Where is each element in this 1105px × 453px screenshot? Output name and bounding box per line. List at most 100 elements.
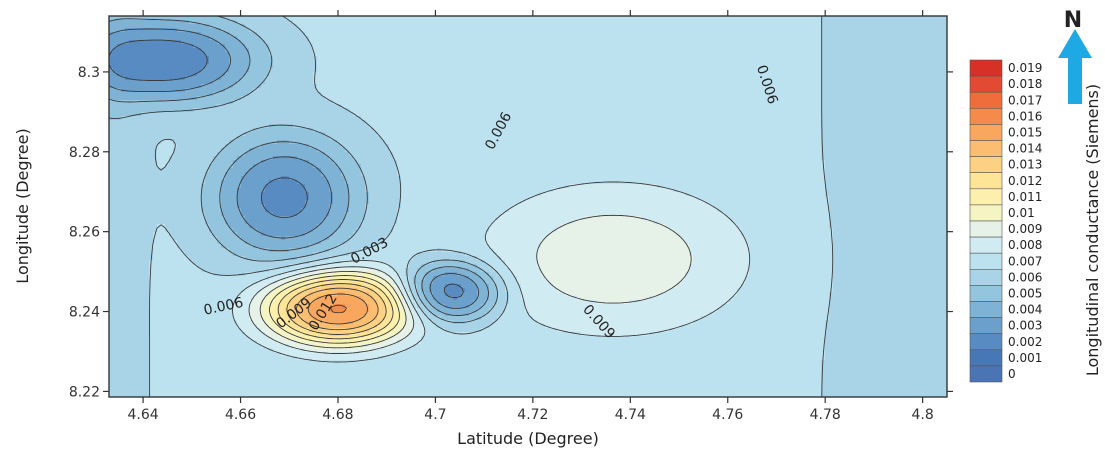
contour-cell: [501, 60, 506, 65]
contour-cell: [401, 20, 406, 25]
contour-cell: [673, 108, 678, 113]
contour-cell: [569, 96, 574, 101]
contour-cell: [329, 32, 334, 37]
contour-cell: [485, 100, 490, 105]
contour-cell: [189, 24, 194, 29]
contour-cell: [133, 28, 138, 33]
contour-cell: [473, 80, 478, 85]
contour-cell: [241, 80, 246, 85]
contour-cell: [197, 60, 202, 65]
contour-cell: [137, 48, 142, 53]
contour-cell: [801, 104, 806, 109]
contour-cell: [333, 80, 338, 85]
contour-cell: [273, 44, 278, 49]
contour-cell: [357, 84, 362, 89]
contour-cell: [825, 84, 830, 89]
contour-cell: [349, 44, 354, 49]
contour-cell: [465, 80, 470, 85]
contour-cell: [225, 56, 230, 61]
contour-cell: [317, 20, 322, 25]
contour-cell: [225, 76, 230, 81]
contour-cell: [629, 40, 634, 45]
contour-cell: [629, 32, 634, 37]
contour-cell: [749, 60, 754, 65]
contour-cell: [653, 80, 658, 85]
contour-cell: [505, 108, 510, 113]
contour-cell: [521, 84, 526, 89]
contour-cell: [269, 24, 274, 29]
contour-cell: [221, 60, 226, 65]
contour-cell: [117, 60, 122, 65]
contour-cell: [357, 64, 362, 69]
contour-cell: [181, 72, 186, 77]
contour-cell: [181, 104, 186, 109]
contour-cell: [805, 64, 810, 69]
contour-cell: [693, 68, 698, 73]
contour-cell: [365, 20, 370, 25]
contour-cell: [649, 80, 654, 85]
contour-cell: [801, 24, 806, 29]
contour-cell: [241, 88, 246, 93]
contour-cell: [249, 32, 254, 37]
contour-cell: [893, 56, 898, 61]
contour-cell: [201, 40, 206, 45]
contour-cell: [581, 44, 586, 49]
contour-cell: [933, 24, 938, 29]
contour-cell: [125, 48, 130, 53]
contour-cell: [409, 60, 414, 65]
contour-cell: [169, 88, 174, 93]
contour-cell: [205, 48, 210, 53]
contour-cell: [629, 28, 634, 33]
contour-cell: [265, 88, 270, 93]
contour-cell: [405, 72, 410, 77]
contour-cell: [921, 76, 926, 81]
contour-cell: [905, 104, 910, 109]
contour-cell: [369, 104, 374, 109]
contour-cell: [589, 88, 594, 93]
contour-cell: [705, 92, 710, 97]
contour-cell: [657, 60, 662, 65]
contour-cell: [377, 104, 382, 109]
contour-cell: [193, 92, 198, 97]
contour-cell: [445, 36, 450, 41]
contour-cell: [433, 108, 438, 113]
contour-cell: [153, 20, 158, 25]
contour-cell: [705, 40, 710, 45]
contour-cell: [709, 56, 714, 61]
contour-cell: [437, 48, 442, 53]
contour-cell: [941, 76, 946, 81]
contour-cell: [401, 92, 406, 97]
contour-cell: [165, 28, 170, 33]
contour-cell: [441, 92, 446, 97]
contour-cell: [297, 104, 302, 109]
contour-cell: [597, 80, 602, 85]
contour-cell: [693, 92, 698, 97]
contour-cell: [313, 100, 318, 105]
contour-cell: [649, 56, 654, 61]
contour-cell: [165, 96, 170, 101]
contour-cell: [841, 72, 846, 77]
contour-cell: [505, 80, 510, 85]
contour-cell: [833, 32, 838, 37]
contour-cell: [405, 44, 410, 49]
contour-cell: [313, 24, 318, 29]
contour-cell: [489, 24, 494, 29]
contour-cell: [317, 100, 322, 105]
contour-cell: [477, 52, 482, 57]
contour-fill-layer: [109, 16, 950, 401]
contour-cell: [605, 72, 610, 77]
contour-cell: [817, 72, 822, 77]
contour-cell: [557, 68, 562, 73]
contour-cell: [933, 84, 938, 89]
contour-cell: [893, 64, 898, 69]
contour-cell: [829, 100, 834, 105]
contour-cell: [153, 72, 158, 77]
contour-cell: [453, 84, 458, 89]
contour-cell: [781, 96, 786, 101]
contour-cell: [329, 64, 334, 69]
contour-cell: [297, 64, 302, 69]
contour-cell: [529, 104, 534, 109]
contour-cell: [145, 68, 150, 73]
contour-cell: [641, 32, 646, 37]
contour-cell: [453, 52, 458, 57]
